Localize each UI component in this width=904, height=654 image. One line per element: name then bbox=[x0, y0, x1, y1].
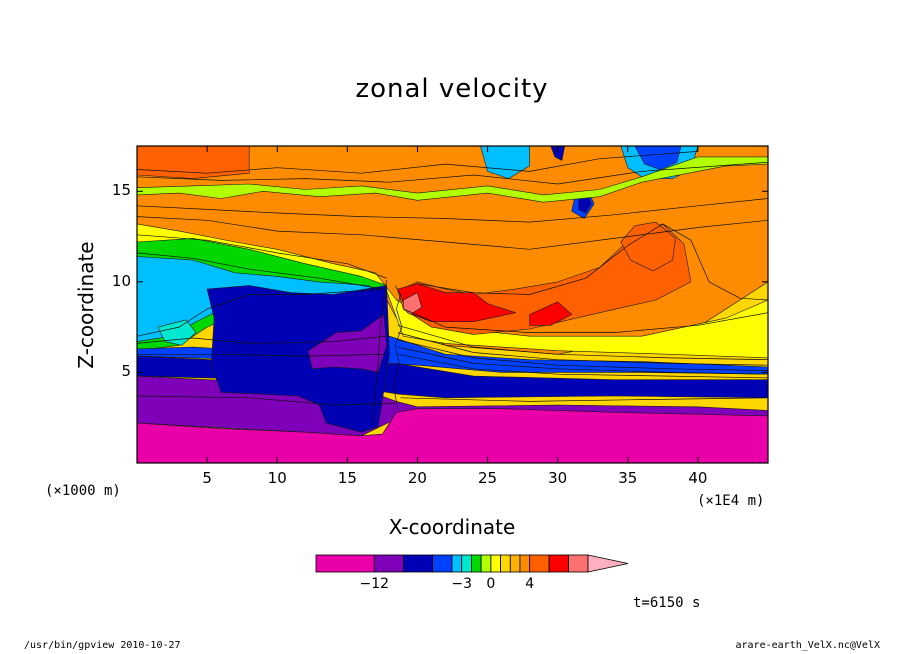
contour-line-12 bbox=[397, 346, 768, 375]
contour-line-2 bbox=[137, 198, 768, 223]
contour-line-18 bbox=[137, 395, 397, 406]
contour-line-10 bbox=[397, 332, 768, 366]
colorbar-cell-13 bbox=[548, 554, 569, 573]
colorbar-cell-11 bbox=[519, 554, 531, 573]
plot-frame bbox=[136, 145, 769, 464]
colorbar-tick-label: −3 bbox=[451, 576, 473, 592]
colorbar-cell-9 bbox=[500, 554, 511, 573]
x-tick-label: 10 bbox=[267, 469, 287, 487]
contour-line-17 bbox=[372, 279, 387, 424]
time-label: t=6150 s bbox=[633, 595, 701, 611]
x-tick-label: 25 bbox=[478, 469, 498, 487]
contour-region-7 bbox=[397, 283, 516, 323]
contour-region-14 bbox=[206, 285, 390, 433]
x-tick-label: 40 bbox=[688, 469, 708, 487]
colorbar-cell-10 bbox=[509, 554, 521, 573]
contour-line-11 bbox=[397, 339, 768, 371]
contour-line-6 bbox=[137, 288, 383, 337]
colorbar-cell-6 bbox=[470, 554, 482, 573]
contour-region-22 bbox=[550, 146, 566, 161]
contour-lines bbox=[137, 151, 768, 424]
contour-line-0 bbox=[137, 151, 698, 174]
contour-line-13 bbox=[397, 353, 768, 379]
colorbar-cell-14 bbox=[568, 554, 589, 573]
contour-region-23 bbox=[137, 156, 768, 203]
x-tick-label: 35 bbox=[618, 469, 638, 487]
contour-line-7 bbox=[137, 335, 387, 344]
colorbar-cell-0 bbox=[315, 554, 375, 573]
y-tick-label: 15 bbox=[111, 181, 131, 200]
colorbar-cell-4 bbox=[451, 554, 463, 573]
colorbar-cell-8 bbox=[490, 554, 501, 573]
x-tick-label: 15 bbox=[337, 469, 357, 487]
contour-line-19 bbox=[400, 397, 768, 402]
contour-line-8 bbox=[137, 353, 387, 357]
footer-right-text: arare-earth_VelX.nc@VelX bbox=[735, 640, 881, 651]
contour-region-15 bbox=[307, 314, 387, 373]
contour-line-5 bbox=[137, 252, 383, 290]
colorbar-overflow-triangle bbox=[587, 554, 629, 573]
colorbar-cell-3 bbox=[432, 554, 453, 573]
colorbar-cell-7 bbox=[480, 554, 492, 573]
colorbar-cell-1 bbox=[373, 554, 404, 573]
colorbar-cell-2 bbox=[402, 554, 433, 573]
footer-left-text: /usr/bin/gpview 2010-10-27 bbox=[24, 640, 181, 651]
x-tick-label: 20 bbox=[407, 469, 427, 487]
contour-line-9 bbox=[397, 324, 768, 361]
colorbar-tick-label: −12 bbox=[359, 576, 390, 592]
x-tick-label: 5 bbox=[202, 469, 212, 487]
contour-region-13 bbox=[137, 408, 768, 463]
x-tick-label: 30 bbox=[548, 469, 568, 487]
filled-contour-regions bbox=[137, 146, 768, 463]
colorbar-cell-12 bbox=[529, 554, 550, 573]
contour-line-4 bbox=[137, 234, 387, 279]
contour-region-9 bbox=[403, 292, 423, 315]
contour-line-15 bbox=[403, 308, 768, 333]
contour-region-8 bbox=[529, 301, 573, 326]
colorbar-tick-label: 0 bbox=[486, 576, 496, 592]
colorbar-tick-label: 4 bbox=[525, 576, 535, 592]
y-tick-label: 5 bbox=[121, 362, 131, 381]
x-unit-right-label: (×1E4 m) bbox=[697, 493, 765, 509]
contour-line-14 bbox=[417, 223, 768, 301]
contour-region-21 bbox=[634, 146, 682, 170]
x-axis-label: X-coordinate bbox=[388, 515, 516, 539]
contour-region-5 bbox=[137, 146, 250, 179]
x-unit-left-label: (×1000 m) bbox=[45, 483, 121, 499]
chart-title: zonal velocity bbox=[355, 74, 549, 104]
y-tick-label: 10 bbox=[111, 271, 131, 290]
colorbar-cell-5 bbox=[461, 554, 472, 573]
contour-region-6 bbox=[620, 221, 676, 272]
contour-line-3 bbox=[137, 216, 768, 250]
axis-ticks bbox=[137, 146, 768, 463]
contour-line-16 bbox=[393, 285, 403, 409]
contour-line-1 bbox=[137, 161, 768, 185]
